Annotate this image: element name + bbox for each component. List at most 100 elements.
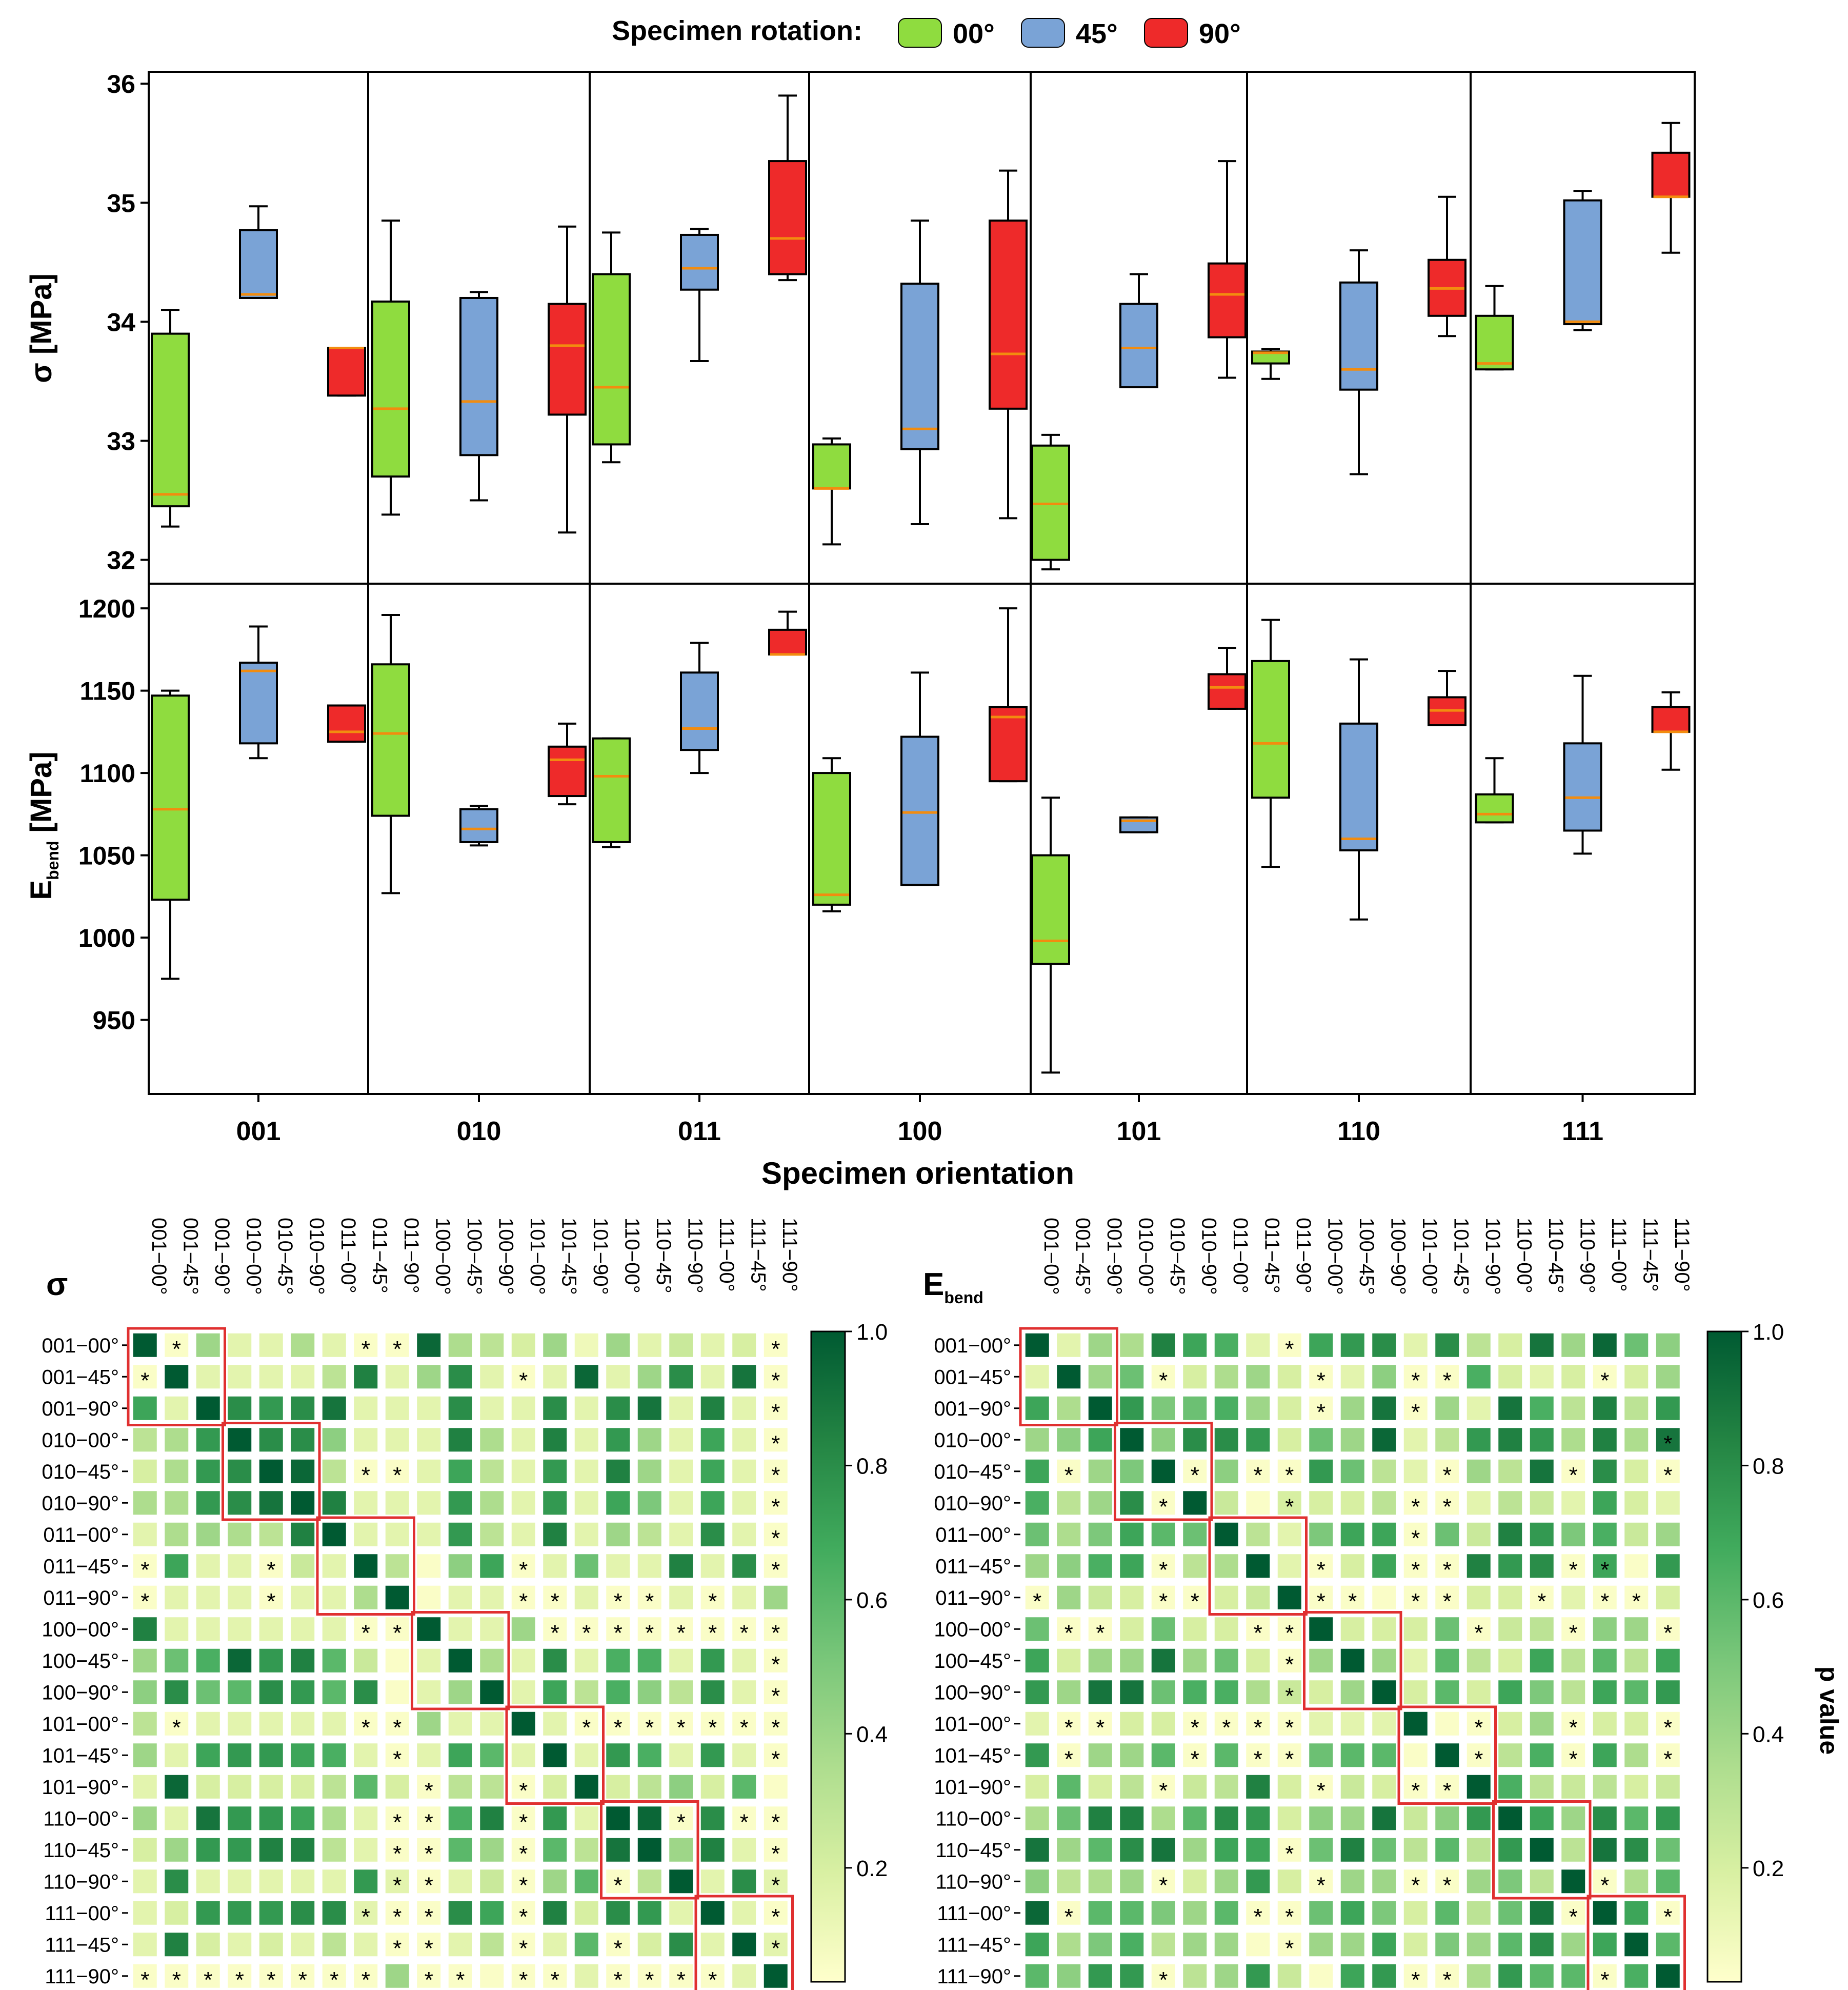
- heatmap-cell: [480, 1459, 504, 1483]
- heatmap-cell: [1277, 1491, 1301, 1515]
- heatmap-column-label: 011−90°: [1292, 1218, 1315, 1293]
- heatmap-cell: [1656, 1396, 1680, 1420]
- heatmap-cell: [1656, 1522, 1680, 1546]
- heatmap-cell: [1593, 1585, 1617, 1609]
- heatmap-cell: [764, 1396, 788, 1420]
- significance-marker: *: [614, 1620, 622, 1645]
- colorbar-label: p value: [1815, 1666, 1843, 1755]
- heatmap-cell: [322, 1554, 346, 1578]
- significance-marker: *: [1474, 1715, 1483, 1740]
- heatmap-cell: [1183, 1838, 1207, 1862]
- heatmap-column-label: 101−45°: [557, 1218, 580, 1295]
- heatmap-cell: [1498, 1775, 1522, 1799]
- heatmap-cell: [1246, 1806, 1270, 1830]
- significance-marker: *: [1159, 1557, 1168, 1582]
- heatmap-cell: [1340, 1743, 1364, 1767]
- heatmap-cell: [1088, 1554, 1112, 1578]
- significance-marker: *: [1663, 1746, 1672, 1772]
- heatmap-cell: [1151, 1712, 1175, 1736]
- heatmap-cell: [417, 1617, 441, 1641]
- heatmap-cell: [1120, 1491, 1144, 1515]
- significance-marker: *: [1285, 1494, 1294, 1519]
- heatmap-row-label: 011−00°: [43, 1524, 119, 1546]
- heatmap-cell: [574, 1428, 598, 1452]
- significance-marker: *: [1443, 1589, 1452, 1614]
- heatmap-cell: [1057, 1933, 1081, 1957]
- heatmap-cell: [1246, 1680, 1270, 1704]
- heatmap-cell: [1593, 1680, 1617, 1704]
- significance-marker: *: [708, 1620, 717, 1645]
- heatmap-cell: [1624, 1743, 1649, 1767]
- y-tick-label: 950: [93, 1006, 135, 1035]
- significance-marker: *: [1474, 1746, 1483, 1772]
- heatmap-cell: [1624, 1806, 1649, 1830]
- box-iqr: [680, 233, 719, 291]
- heatmap-row-label: 001−45°: [934, 1366, 1011, 1388]
- heatmap-cell: [1214, 1838, 1238, 1862]
- significance-marker: *: [1254, 1620, 1262, 1645]
- significance-marker: *: [1632, 1589, 1641, 1614]
- heatmap-cell: [543, 1365, 567, 1389]
- heatmap-cell: [354, 1365, 378, 1389]
- heatmap-cell: [196, 1333, 220, 1357]
- heatmap-row-label: 101−90°: [934, 1776, 1011, 1799]
- heatmap-cell: [448, 1964, 472, 1988]
- heatmap-row-label: 010−45°: [934, 1461, 1011, 1483]
- heatmap-cell: [1151, 1680, 1175, 1704]
- heatmap-cell: [669, 1964, 693, 1988]
- heatmap-cell: [1183, 1333, 1207, 1357]
- heatmap-cell: [637, 1869, 661, 1894]
- heatmap-cell: [543, 1396, 567, 1420]
- heatmap-cell: [1372, 1933, 1396, 1957]
- heatmap-cell: [228, 1712, 252, 1736]
- heatmap-cell: [574, 1365, 598, 1389]
- heatmap-cell: [1340, 1901, 1364, 1925]
- heatmap-cell: [1025, 1554, 1049, 1578]
- group-highlight: [1019, 1327, 1118, 1426]
- heatmap-cell: [1309, 1964, 1333, 1988]
- heatmap-cell: [732, 1775, 756, 1799]
- heatmap-cell: [1246, 1964, 1270, 1988]
- significance-marker: *: [456, 1967, 465, 1990]
- heatmap-cell: [291, 1365, 315, 1389]
- heatmap-cell: [1277, 1712, 1301, 1736]
- heatmap-cell: [606, 1428, 630, 1452]
- heatmap-cell: [196, 1396, 220, 1420]
- heatmap-cell: [1088, 1933, 1112, 1957]
- heatmap-cell: [196, 1554, 220, 1578]
- heatmap-cell: [1593, 1491, 1617, 1515]
- heatmap-cell: [1309, 1459, 1333, 1483]
- heatmap-cell: [669, 1648, 693, 1673]
- heatmap-cell: [1403, 1806, 1428, 1830]
- heatmap-cell: [1214, 1901, 1238, 1925]
- heatmap-cell: [259, 1491, 283, 1515]
- heatmap-cell: [228, 1775, 252, 1799]
- box-iqr: [592, 737, 631, 843]
- significance-marker: *: [1663, 1431, 1672, 1456]
- heatmap-cell: [228, 1806, 252, 1830]
- heatmap-cell: [669, 1775, 693, 1799]
- heatmap-cell: [1593, 1522, 1617, 1546]
- heatmap-cell: [1656, 1869, 1680, 1894]
- heatmap-cell: [228, 1869, 252, 1894]
- heatmap-cell: [1309, 1428, 1333, 1452]
- heatmap-cell: [1403, 1459, 1428, 1483]
- heatmap-cell: [133, 1775, 157, 1799]
- heatmap-cell: [322, 1333, 346, 1357]
- significance-marker: *: [1285, 1746, 1294, 1772]
- heatmap-cell: [1593, 1396, 1617, 1420]
- heatmap-cell: [165, 1743, 189, 1767]
- heatmap-cell: [1561, 1680, 1585, 1704]
- heatmap-cell: [1340, 1712, 1364, 1736]
- heatmap-cell: [1246, 1522, 1270, 1546]
- heatmap-cell: [1435, 1869, 1459, 1894]
- heatmap-cell: [1656, 1459, 1680, 1483]
- significance-marker: *: [519, 1589, 528, 1614]
- heatmap-cell: [1593, 1775, 1617, 1799]
- heatmap-cell: [480, 1396, 504, 1420]
- heatmap-cell: [1025, 1901, 1049, 1925]
- heatmap-column-label: 111−90°: [1671, 1218, 1693, 1292]
- heatmap-cell: [196, 1522, 220, 1546]
- box-010-00°: [371, 220, 410, 516]
- heatmap-cell: [1467, 1585, 1491, 1609]
